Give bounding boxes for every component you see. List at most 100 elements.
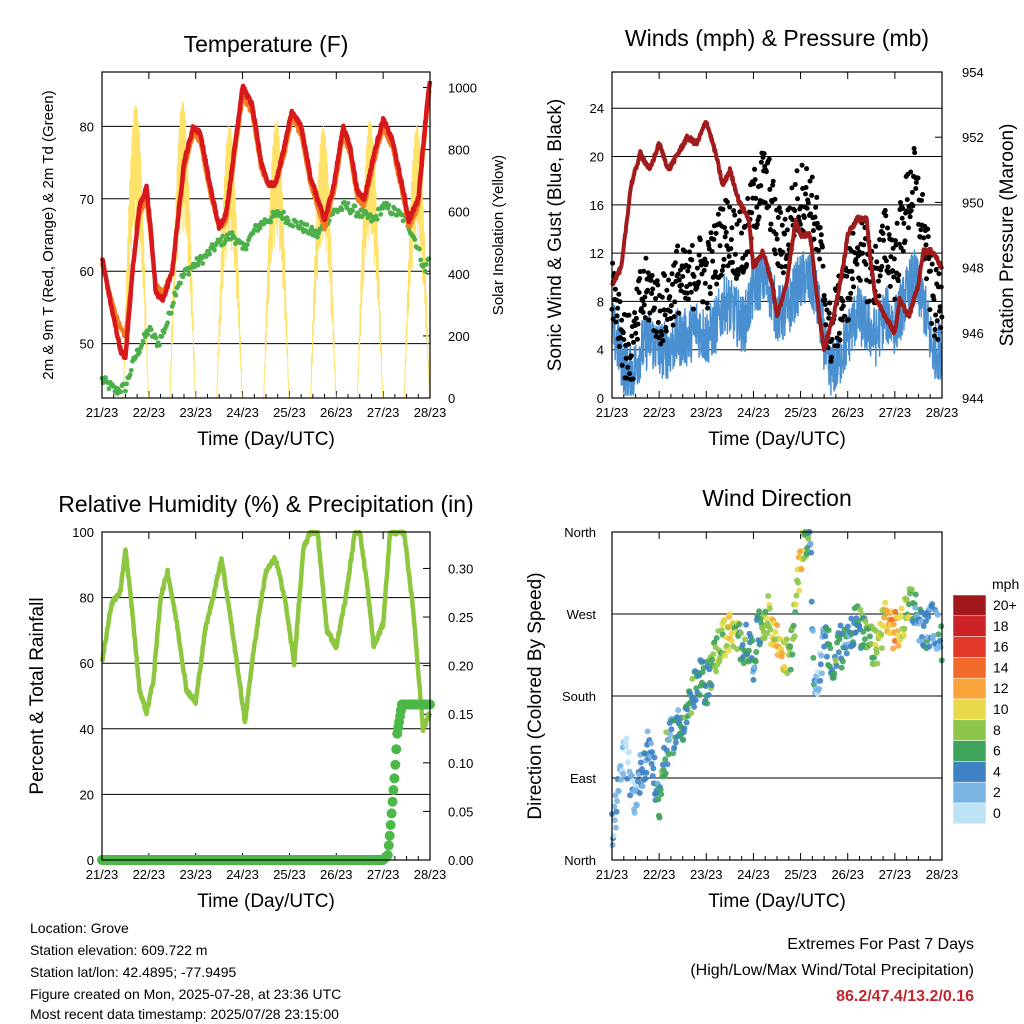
- wind-gust-point: [822, 302, 828, 308]
- wind-gust-point: [937, 304, 943, 310]
- wind-gust-point: [883, 213, 889, 219]
- temp-xtick-label: 28/23: [414, 405, 447, 420]
- wind-gust-point: [891, 274, 897, 280]
- rh-title: Relative Humidity (%) & Precipitation (i…: [58, 491, 473, 517]
- wind-gust-point: [801, 215, 807, 221]
- wind-gust-point: [696, 279, 702, 285]
- dewpoint-point: [159, 334, 165, 339]
- dir-xtick-label: 26/23: [831, 867, 864, 882]
- wind-gust-point: [913, 180, 919, 186]
- wind-gust-point: [795, 196, 801, 202]
- wind-gust-point: [626, 312, 632, 318]
- rh-xtick-label: 24/23: [226, 867, 259, 882]
- wind-gust-point: [901, 220, 907, 226]
- dewpoint-point: [128, 367, 134, 373]
- wind-gust-point: [900, 248, 906, 254]
- wind-gust-point: [650, 286, 656, 292]
- rh-ytick-right-label: 0.10: [448, 756, 473, 771]
- legend-swatch: [952, 677, 987, 700]
- dewpoint-point: [168, 310, 174, 316]
- wind-frame: [611, 71, 943, 399]
- dewpoint-point: [148, 327, 154, 332]
- wind-gust-point: [735, 272, 741, 278]
- dir-frame: [611, 531, 943, 861]
- wind-gust-point: [709, 249, 715, 255]
- rh-ytick-right-label: 0.30: [448, 561, 473, 576]
- wind-gust-point: [933, 312, 939, 318]
- direction-point: [648, 760, 655, 767]
- wind-gust-point: [929, 261, 935, 267]
- direction-point: [764, 630, 771, 637]
- direction-point: [850, 641, 857, 648]
- direction-point: [633, 802, 640, 809]
- wind-gust-point: [934, 318, 940, 324]
- direction-point: [666, 737, 673, 744]
- legend-swatch: [952, 615, 987, 637]
- legend-swatch: [952, 761, 987, 783]
- wind-xtick-label: 23/23: [690, 405, 723, 420]
- wind-gust-point: [630, 376, 636, 382]
- wind-gust-point: [763, 169, 769, 175]
- wind-gust-point: [849, 276, 855, 282]
- dir-xtick-label: 25/23: [784, 867, 817, 882]
- direction-point: [671, 744, 678, 751]
- wind-gust-point: [910, 203, 916, 209]
- rh-xtick-label: 27/23: [367, 867, 400, 882]
- wind-gust-point: [847, 296, 853, 302]
- wind-ytick-right-label: 944: [962, 391, 984, 406]
- wind-gust-point: [613, 319, 619, 325]
- direction-point: [624, 759, 631, 766]
- direction-point: [739, 641, 746, 648]
- direction-point: [817, 677, 824, 684]
- direction-point: [852, 629, 859, 636]
- dewpoint-point: [290, 223, 296, 229]
- wind-gust-point: [728, 237, 734, 243]
- direction-point: [752, 658, 759, 665]
- direction-point: [783, 636, 790, 643]
- direction-point: [734, 646, 741, 653]
- temp-xtick-label: 21/23: [86, 405, 119, 420]
- wind-gust-point: [698, 262, 704, 268]
- legend-swatch: [952, 740, 987, 762]
- wind-gust-point: [877, 237, 883, 243]
- dewpoint-point: [137, 349, 142, 355]
- wind-gust-point: [927, 307, 933, 313]
- wind-gust-point: [619, 317, 625, 323]
- direction-point: [882, 599, 889, 606]
- wind-ytick-label: 4: [597, 343, 604, 358]
- wind-gust-point: [701, 267, 707, 273]
- direction-point: [620, 771, 627, 778]
- direction-point: [613, 808, 620, 815]
- wind-gust-point: [913, 186, 919, 192]
- rh-ytick-label: 20: [80, 787, 94, 802]
- direction-point: [667, 731, 674, 738]
- dewpoint-point: [186, 271, 192, 277]
- dir-title: Wind Direction: [702, 485, 852, 511]
- wind-gust-point: [682, 248, 688, 254]
- direction-point: [648, 740, 655, 747]
- direction-point: [623, 735, 630, 742]
- wind-gust-point: [642, 294, 648, 300]
- direction-point: [709, 656, 716, 663]
- wind-gust-point: [645, 270, 651, 276]
- wind-ytick-label: 12: [590, 246, 604, 261]
- wind-gust-point: [733, 275, 739, 281]
- direction-point: [644, 728, 651, 735]
- wind-gust-point: [662, 273, 668, 279]
- wind-ytick-right-label: 948: [962, 261, 984, 276]
- wind-gust-point: [659, 294, 665, 300]
- wind-gust-point: [770, 182, 776, 188]
- wind-gust-point: [782, 216, 788, 222]
- wind-gust-point: [779, 222, 785, 228]
- wind-gust-point: [694, 285, 700, 291]
- dewpoint-point: [171, 300, 176, 306]
- dir-xtick-label: 23/23: [690, 867, 723, 882]
- direction-point: [890, 621, 897, 628]
- legend-label: 4: [993, 763, 1001, 779]
- direction-point: [900, 632, 907, 639]
- direction-point: [795, 579, 802, 586]
- legend-label: 20+: [993, 597, 1017, 613]
- wind-gust-point: [722, 225, 728, 231]
- wind-gust-point: [823, 322, 829, 328]
- wind-ytick-right-label: 946: [962, 326, 984, 341]
